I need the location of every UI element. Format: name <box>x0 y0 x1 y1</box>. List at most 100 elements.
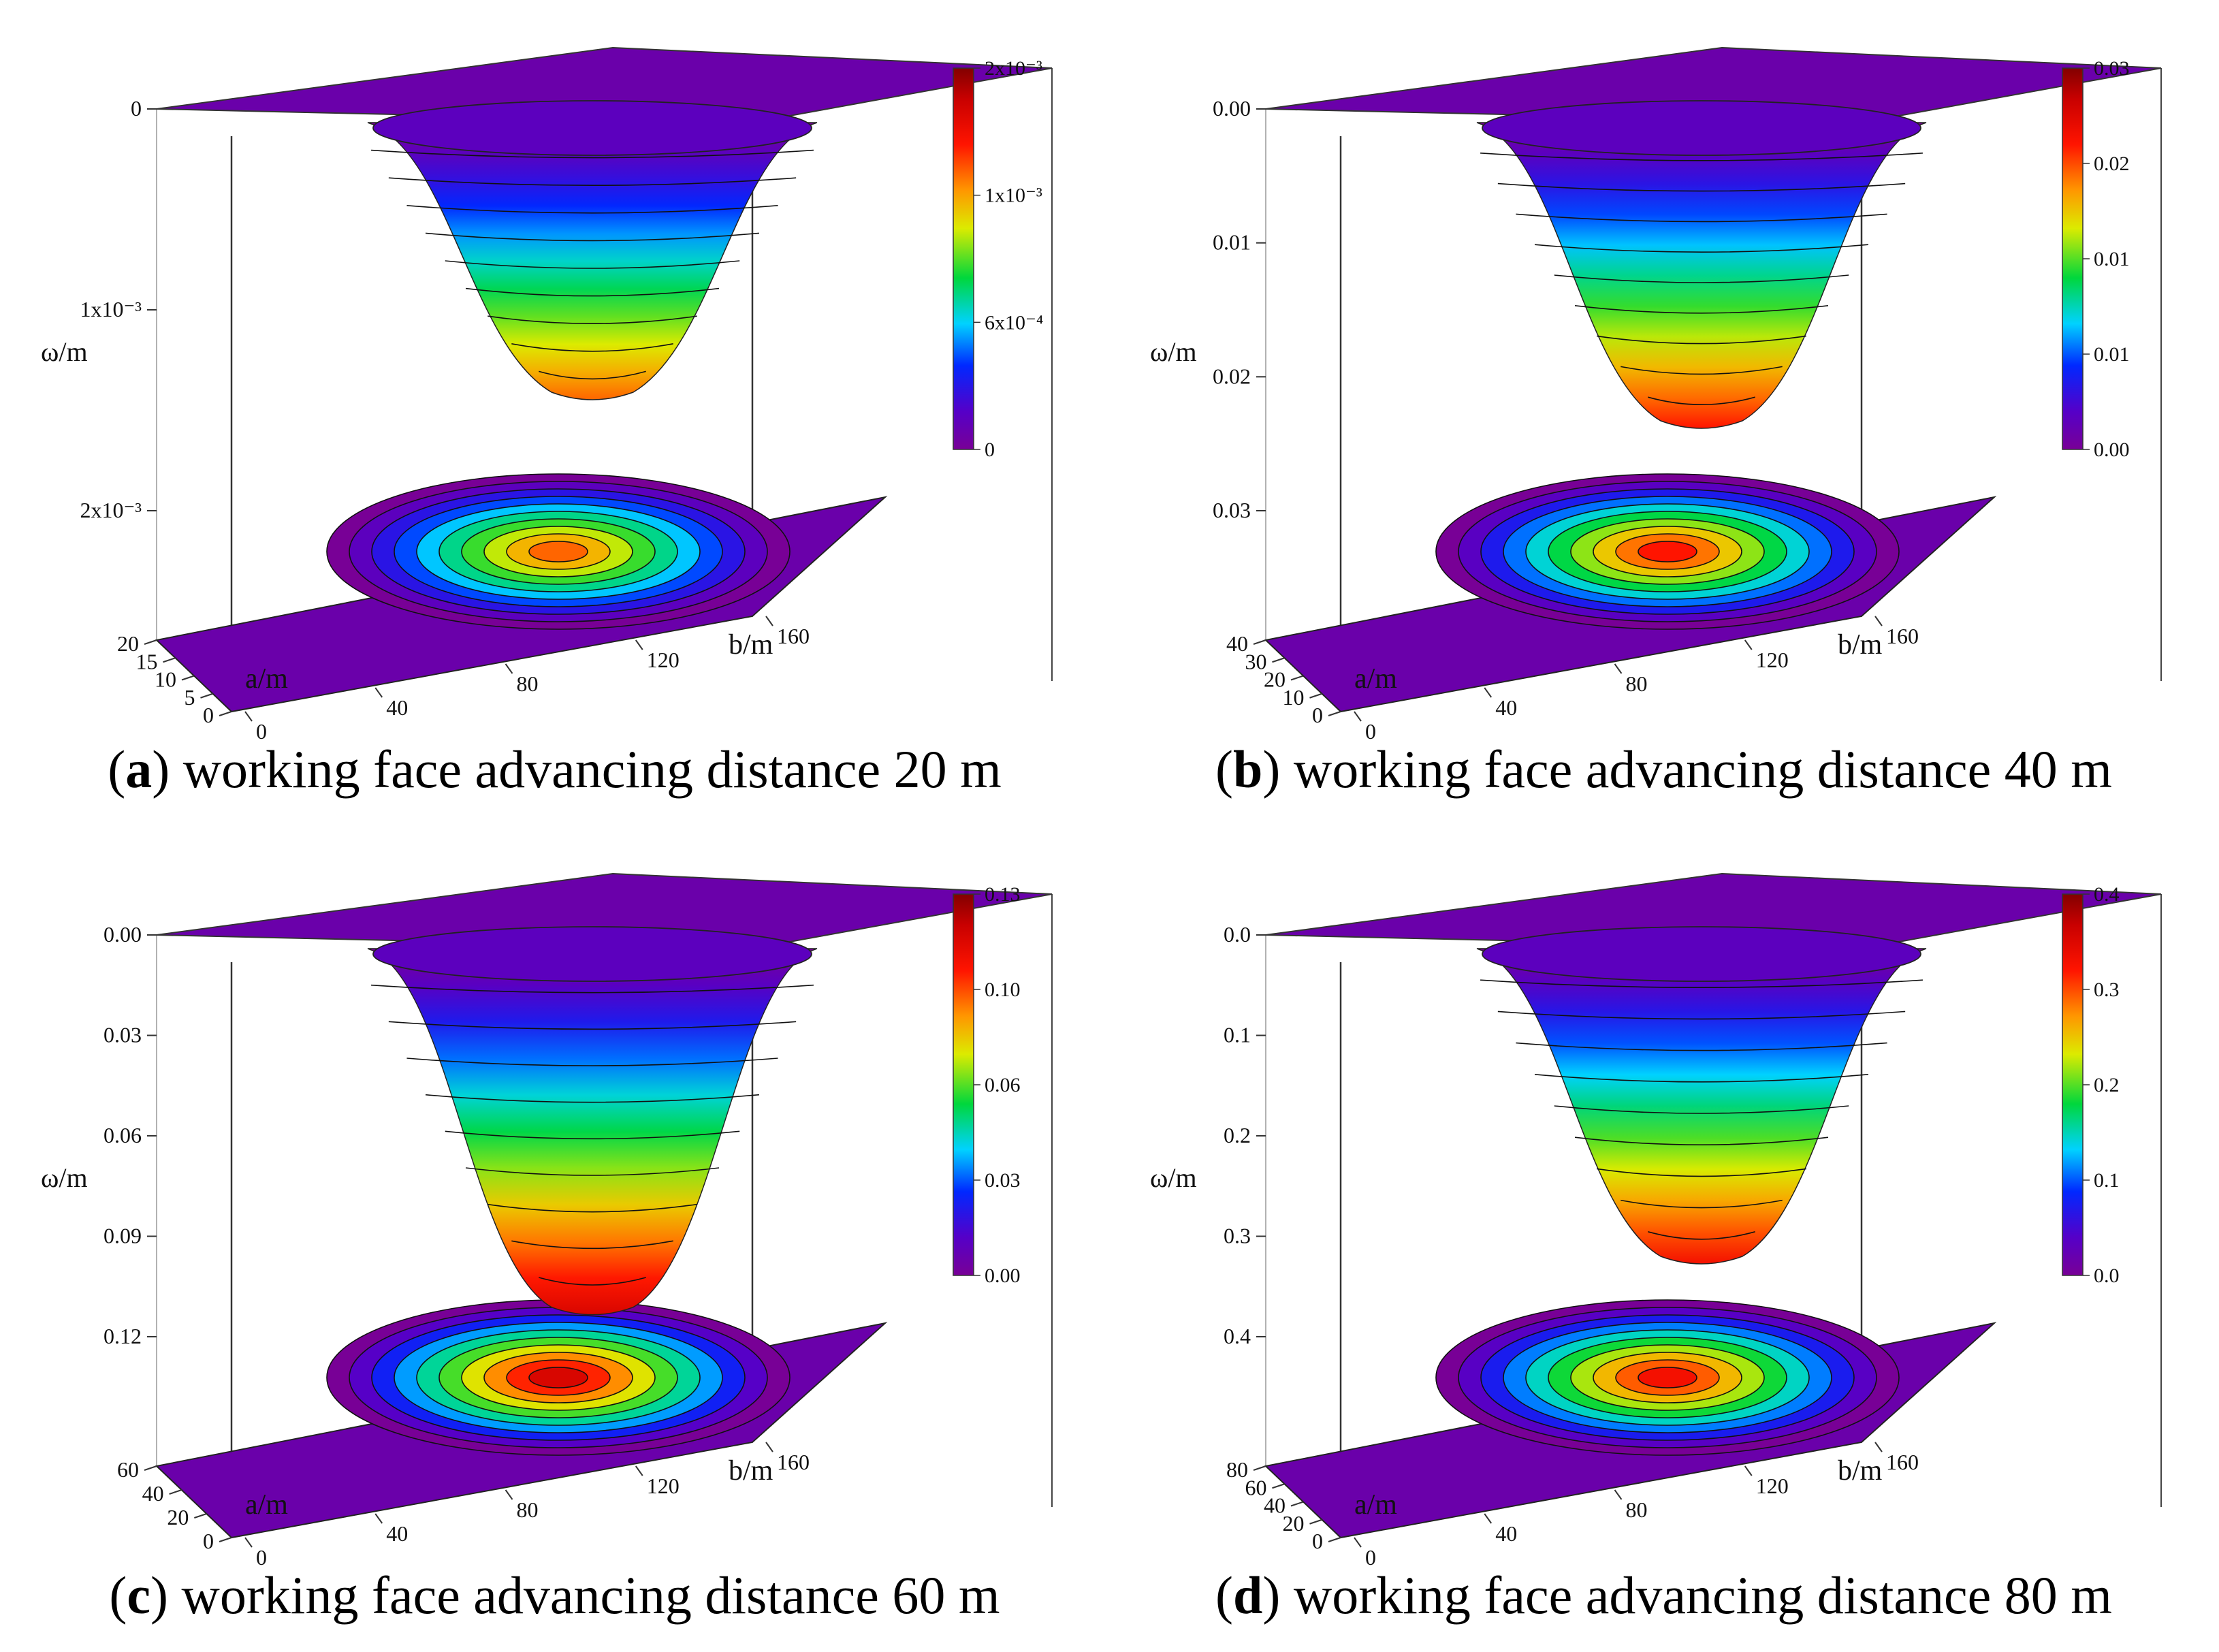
surface-rim <box>1482 100 1921 156</box>
a-axis-label: a/m <box>1354 663 1397 695</box>
surface-contour-line <box>1648 1231 1755 1240</box>
colorbar-tick-label: 0.2 <box>2094 1074 2120 1096</box>
z-tick-label: 0.09 <box>103 1224 142 1248</box>
surface-contour-line <box>488 1203 697 1213</box>
colorbar-tick-label: 0.01 <box>2094 248 2130 270</box>
b-tick-label: 120 <box>647 648 680 672</box>
caption-open-paren: ( <box>108 740 126 799</box>
z-tick-label: 0.00 <box>103 922 142 947</box>
b-tick-label: 80 <box>517 671 539 696</box>
surface-plot-a: 01x10⁻³2x10⁻³ω/m05101520a/m04080120160b/… <box>41 46 1053 744</box>
z-tick-label: 0 <box>131 96 142 121</box>
colorbar-tick-label: 6x10⁻⁴ <box>985 311 1043 334</box>
z-tick-label: 0.1 <box>1224 1023 1251 1047</box>
surface-contour-line <box>388 1021 797 1030</box>
colorbar-tick-label: 0.02 <box>2094 153 2130 175</box>
caption-open-paren: ( <box>1215 1566 1234 1625</box>
b-tick-label: 120 <box>647 1474 680 1498</box>
panel-caption: (c) working face advancing distance 60 m <box>0 1565 1109 1626</box>
z-tick-label: 2x10⁻³ <box>80 498 142 522</box>
panel-caption: (b) working face advancing distance 40 m <box>1109 739 2218 800</box>
a-tick-mark <box>219 711 232 716</box>
a-tick-mark <box>1290 675 1304 681</box>
b-tick-mark <box>1354 1537 1362 1548</box>
b-tick-mark <box>1874 616 1883 626</box>
surface-contour-line <box>371 984 814 994</box>
b-tick-mark <box>244 711 253 722</box>
surface-contour-line <box>1497 182 1906 192</box>
b-tick-mark <box>1744 639 1753 650</box>
surface-contour-line <box>1621 1199 1783 1209</box>
panel-caption: (a) working face advancing distance 20 m <box>0 739 1109 800</box>
b-tick-label: 120 <box>1756 1474 1789 1498</box>
surface-contour-line <box>445 1130 740 1140</box>
floor-contour <box>1638 541 1697 562</box>
z-tick-label: 0.2 <box>1224 1123 1251 1147</box>
a-tick-label: 80 <box>1226 1457 1248 1482</box>
b-tick-label: 160 <box>777 1450 810 1474</box>
surface-contour-line <box>539 370 646 380</box>
b-tick-label: 80 <box>1626 671 1648 696</box>
colorbar <box>2062 893 2084 1276</box>
colorbar-tick-label: 0.4 <box>2094 883 2120 906</box>
a-tick-mark <box>163 657 176 663</box>
a-tick-label: 15 <box>136 649 158 673</box>
colorbar-tick-label: 0.03 <box>2094 57 2130 80</box>
a-axis-label: a/m <box>245 663 288 695</box>
a-tick-mark <box>1309 693 1322 699</box>
caption-text: working face advancing distance 80 m <box>1293 1566 2112 1625</box>
floor-contour <box>1638 1367 1697 1388</box>
z-tick-label: 0.03 <box>1213 498 1251 522</box>
caption-text: working face advancing distance 40 m <box>1293 740 2112 799</box>
surface-contour-line <box>425 1094 760 1103</box>
b-tick-mark <box>1614 1489 1623 1500</box>
surface-rim <box>372 926 812 982</box>
z-tick-label: 0.4 <box>1224 1324 1251 1348</box>
b-tick-label: 0 <box>256 719 267 744</box>
chart-panel-d: 0.0 0.1 0.2 0.3 0.4 ω/m 0 20 40 60 80 a/m 0 40 80 120 16… <box>1109 826 2218 1652</box>
caption-close-paren: ) <box>152 740 183 799</box>
chart-panel-c: 0.00 0.03 0.06 0.09 0.12 ω/m 0 20 40 60 a/m 0 40 80 12… <box>0 826 1109 1652</box>
b-tick-label: 40 <box>1495 695 1517 720</box>
colorbar <box>2062 67 2084 450</box>
b-tick-label: 0 <box>1365 1545 1376 1570</box>
a-tick-label: 20 <box>1264 667 1286 692</box>
z-tick-label: 0.03 <box>103 1023 142 1047</box>
a-tick-label: 20 <box>1283 1511 1305 1536</box>
subsidence-surface <box>367 122 818 400</box>
surface-contour-line <box>511 343 673 352</box>
surface-contour-line <box>406 1058 778 1066</box>
a-tick-mark <box>219 1537 232 1542</box>
a-tick-mark <box>194 1513 207 1519</box>
caption-panel-label: d <box>1233 1566 1263 1625</box>
a-tick-mark <box>1328 711 1341 716</box>
z-tick-label: 0.12 <box>103 1324 142 1348</box>
b-tick-mark <box>635 639 643 650</box>
b-tick-label: 160 <box>1886 624 1919 648</box>
b-tick-mark <box>505 663 513 674</box>
z-tick-label: 0.01 <box>1213 230 1251 255</box>
surface-contour-line <box>1480 153 1923 161</box>
b-tick-mark <box>374 1513 383 1524</box>
a-tick-mark <box>144 1465 157 1471</box>
a-tick-label: 60 <box>117 1457 139 1482</box>
b-tick-label: 160 <box>777 624 810 648</box>
surface-rim <box>372 100 812 156</box>
surface-plot-c: 0.000.030.060.090.12ω/m0204060a/m0408012… <box>41 872 1053 1570</box>
surface-contour-line <box>1574 305 1829 314</box>
surface-contour-line <box>465 287 720 297</box>
b-tick-label: 0 <box>1365 719 1376 744</box>
a-tick-mark <box>181 675 195 681</box>
b-tick-mark <box>1874 1442 1883 1452</box>
colorbar <box>953 67 974 450</box>
b-tick-mark <box>1484 687 1492 698</box>
colorbar-tick-label: 0.0 <box>2094 1265 2120 1287</box>
caption-text: working face advancing distance 60 m <box>181 1566 1000 1625</box>
caption-panel-label: c <box>127 1566 151 1625</box>
a-tick-mark <box>1253 639 1266 645</box>
b-tick-mark <box>374 687 383 698</box>
colorbar-tick-label: 0.13 <box>985 883 1021 906</box>
z-tick-label: 0.00 <box>1213 96 1251 121</box>
surface-contour-line <box>1554 1105 1849 1114</box>
